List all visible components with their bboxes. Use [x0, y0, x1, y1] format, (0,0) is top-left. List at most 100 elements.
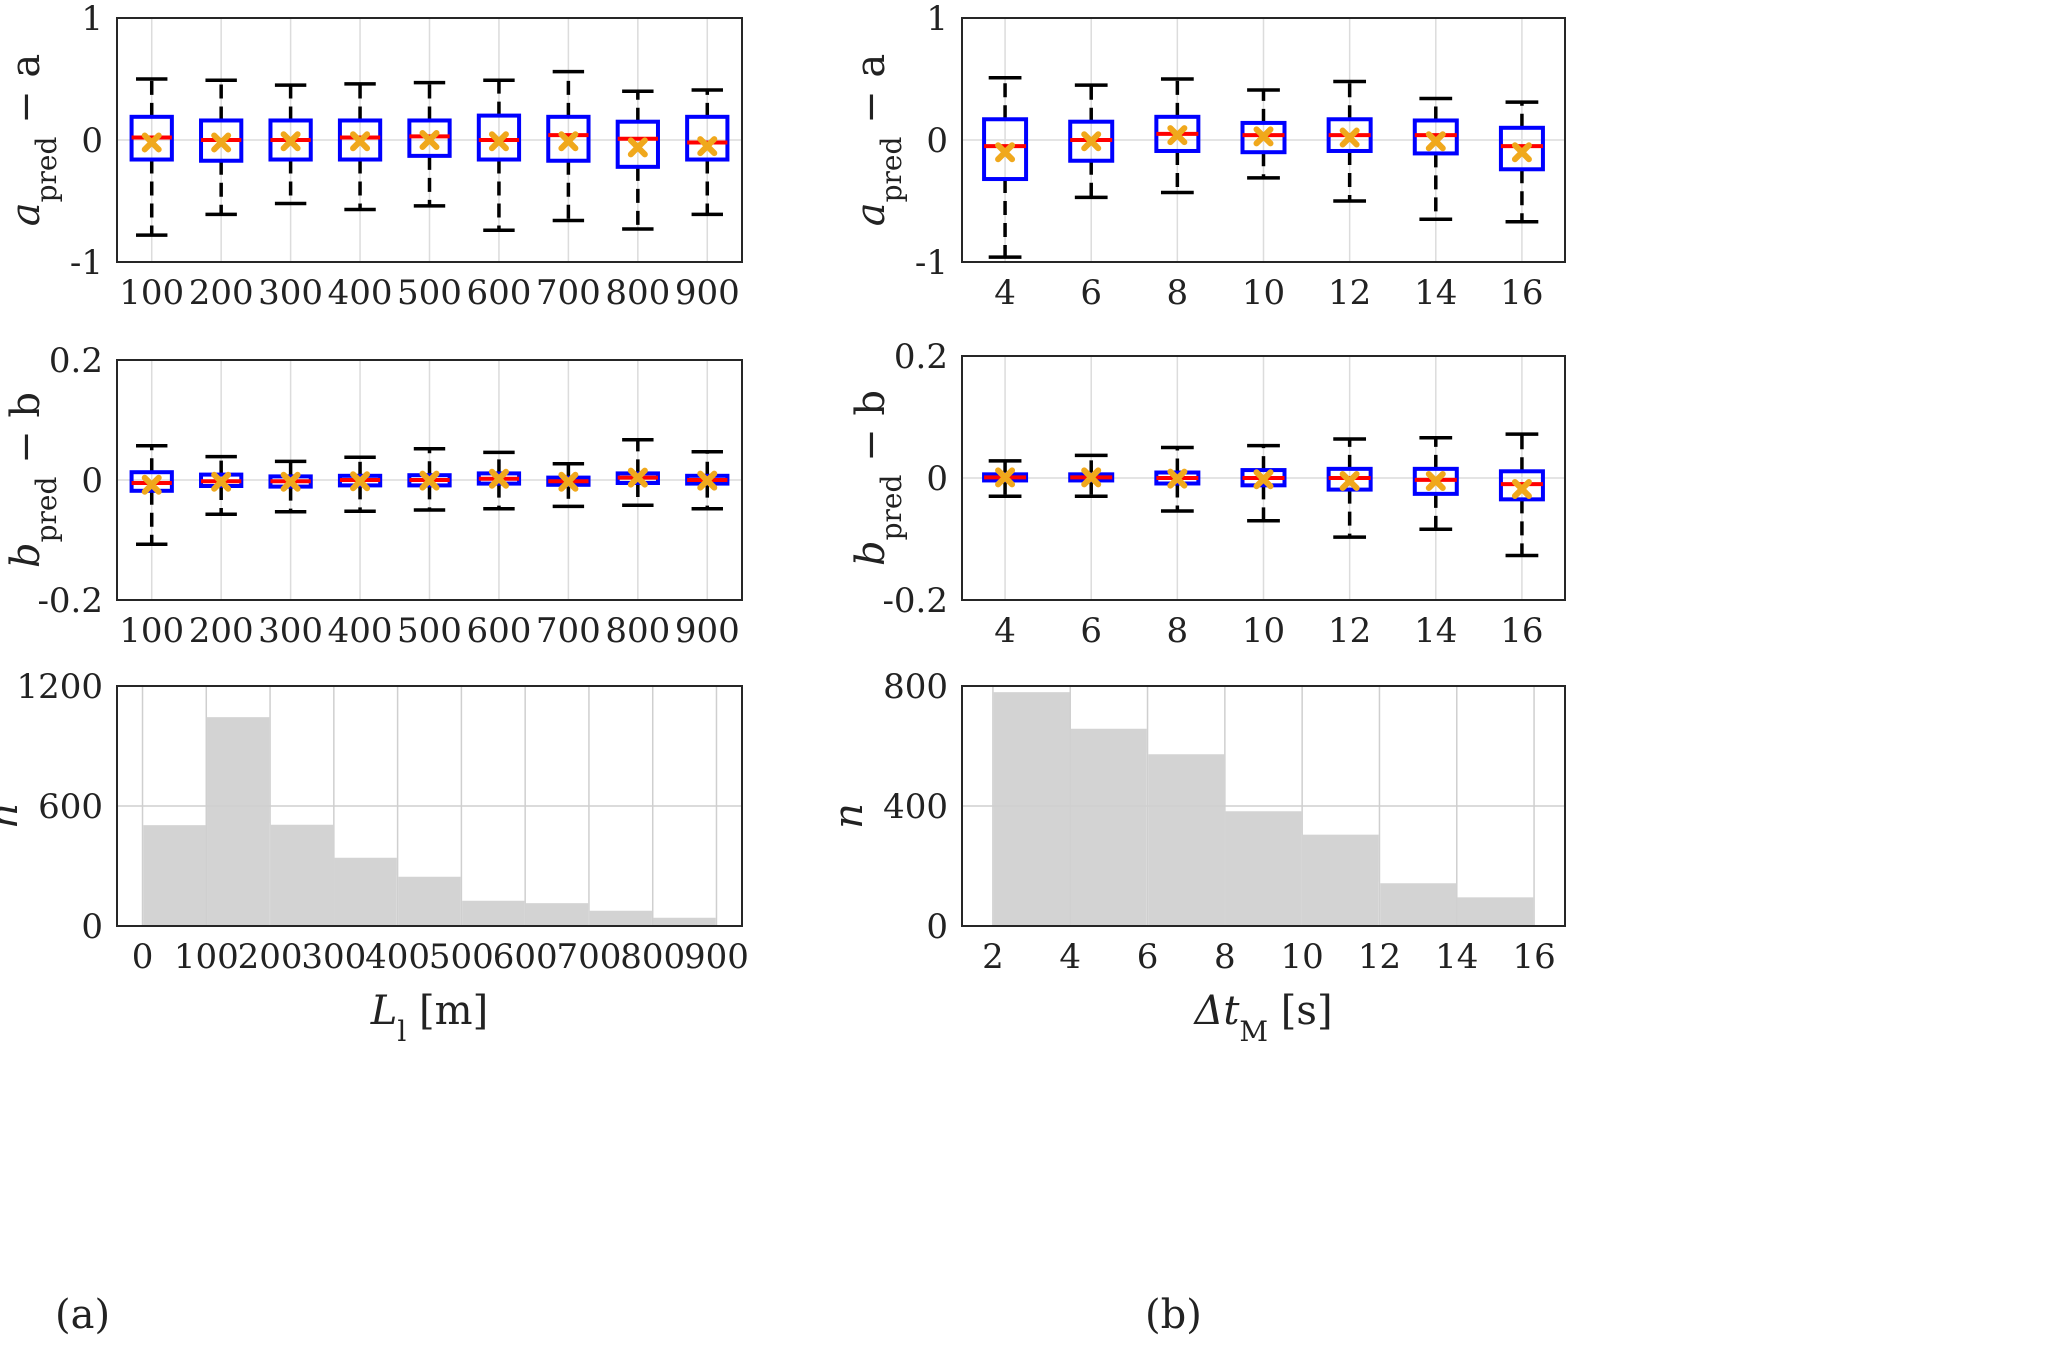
histogram-bar — [1456, 895, 1535, 927]
y-tick-label: 0 — [926, 907, 948, 947]
x-tick-label: 600 — [466, 273, 531, 313]
y-axis-label: bpred − b — [848, 390, 908, 566]
y-tick-label: 400 — [883, 787, 948, 827]
mean-marker — [1339, 127, 1360, 148]
y-tick-label: 600 — [38, 787, 103, 827]
panel-a-box-plot-b-error: 100 200 300 400 500 600 700 800 900 -0.2 0 0.2 bpred… — [3, 341, 743, 651]
axes-frame — [961, 17, 1566, 263]
y-tick-label: 0 — [81, 907, 103, 947]
histogram-bar — [333, 856, 399, 927]
x-tick-label: 100 — [119, 273, 184, 313]
histogram-bar — [1301, 833, 1381, 927]
histogram-bar — [651, 916, 718, 927]
mean-marker — [627, 467, 648, 488]
histogram-bar — [992, 690, 1071, 927]
mean-marker — [1253, 469, 1274, 490]
x-tick-label: 10 — [1242, 273, 1285, 313]
y-tick-label: 1 — [926, 0, 948, 39]
x-tick-label: 10 — [1242, 611, 1285, 651]
histogram-bar — [460, 899, 526, 927]
panel-b-box-plot-a-error: 4 6 8 10 12 14 16 -1 0 1 apred − a — [848, 0, 1566, 313]
mean-marker — [1511, 142, 1532, 163]
x-tick-label: 10 — [1281, 937, 1324, 977]
x-tick-label: 200 — [238, 937, 303, 977]
panel-label-a: (a) — [55, 1292, 110, 1338]
mean-marker — [141, 474, 162, 495]
histogram-bar — [1146, 752, 1226, 927]
y-axis-label-base: n — [0, 803, 27, 829]
x-tick-label: 300 — [301, 937, 366, 977]
mean-marker — [280, 131, 301, 152]
y-axis-label-sub: pred — [30, 136, 63, 202]
x-tick-label: 500 — [397, 273, 462, 313]
panel-b-histogram-time: 2 4 6 8 10 12 14 16 0 400 800 n ΔtM [s] — [826, 667, 1566, 1048]
mean-marker — [350, 471, 371, 492]
histogram-bar — [588, 909, 654, 927]
x-axis-label-base: Δt — [1192, 988, 1240, 1034]
histogram-bar — [269, 823, 335, 927]
x-tick-label: 100 — [119, 611, 184, 651]
box — [476, 113, 522, 162]
y-axis-label-base: b — [848, 540, 894, 566]
histogram-bar — [396, 875, 463, 927]
x-tick-label: 12 — [1328, 273, 1371, 313]
x-axis-label-tail: [s] — [1268, 988, 1332, 1034]
x-tick-label: 12 — [1328, 611, 1371, 651]
x-tick-label: 500 — [429, 937, 494, 977]
mean-marker — [1081, 131, 1102, 152]
mean-marker — [1511, 478, 1532, 499]
y-axis-label-sub: pred — [875, 475, 908, 541]
y-tick-label: 0 — [81, 461, 103, 501]
y-axis-label: n — [0, 803, 27, 829]
mean-marker — [1253, 126, 1274, 147]
axes-frame — [116, 17, 743, 263]
x-tick-label: 600 — [493, 937, 558, 977]
x-tick-label: 16 — [1500, 273, 1543, 313]
y-tick-label: 0 — [81, 121, 103, 161]
y-axis-label-base: a — [848, 202, 894, 226]
mean-marker — [1425, 131, 1446, 152]
x-axis-label-tail: [m] — [406, 988, 488, 1034]
mean-marker — [558, 131, 579, 152]
y-tick-label: -0.2 — [882, 581, 948, 621]
axes-frame — [116, 685, 743, 927]
x-tick-label: 700 — [556, 937, 621, 977]
y-axis-label-tail: − b — [3, 392, 49, 477]
x-tick-label: 800 — [605, 611, 670, 651]
y-axis-label: bpred − b — [3, 392, 63, 568]
mean-marker — [141, 132, 162, 153]
x-tick-label: 700 — [536, 611, 601, 651]
box — [982, 117, 1029, 182]
y-axis-label-base: n — [826, 803, 872, 829]
mean-marker — [280, 471, 301, 492]
x-axis-label-sub: l — [397, 1015, 406, 1048]
y-axis-label-tail: − a — [848, 54, 894, 137]
x-tick-label: 400 — [328, 611, 393, 651]
axes-frame — [961, 355, 1566, 601]
y-tick-label: 0.2 — [894, 337, 948, 377]
histogram-bar — [524, 901, 590, 927]
box — [337, 118, 383, 162]
mean-marker — [419, 130, 440, 150]
mean-marker — [488, 468, 509, 489]
mean-marker — [1167, 125, 1188, 146]
histogram-bar — [1224, 809, 1303, 927]
x-tick-label: 16 — [1512, 937, 1555, 977]
box — [1498, 125, 1545, 172]
x-tick-label: 300 — [258, 611, 323, 651]
x-tick-label: 700 — [536, 273, 601, 313]
box — [1240, 120, 1287, 155]
x-tick-label: 800 — [605, 273, 670, 313]
y-axis-label-base: b — [3, 542, 49, 568]
panel-b-box-plot-b-error: 4 6 8 10 12 14 16 -0.2 0 0.2 bpred − b — [848, 337, 1566, 651]
x-tick-label: 900 — [675, 273, 740, 313]
mean-marker — [488, 131, 509, 152]
x-tick-label: 900 — [684, 937, 749, 977]
histogram-bar — [1069, 727, 1149, 927]
x-axis-label: Ll [m] — [370, 988, 488, 1048]
x-tick-label: 400 — [365, 937, 430, 977]
y-tick-label: 800 — [883, 667, 948, 707]
mean-marker — [211, 471, 232, 492]
y-tick-label: -1 — [70, 243, 103, 283]
